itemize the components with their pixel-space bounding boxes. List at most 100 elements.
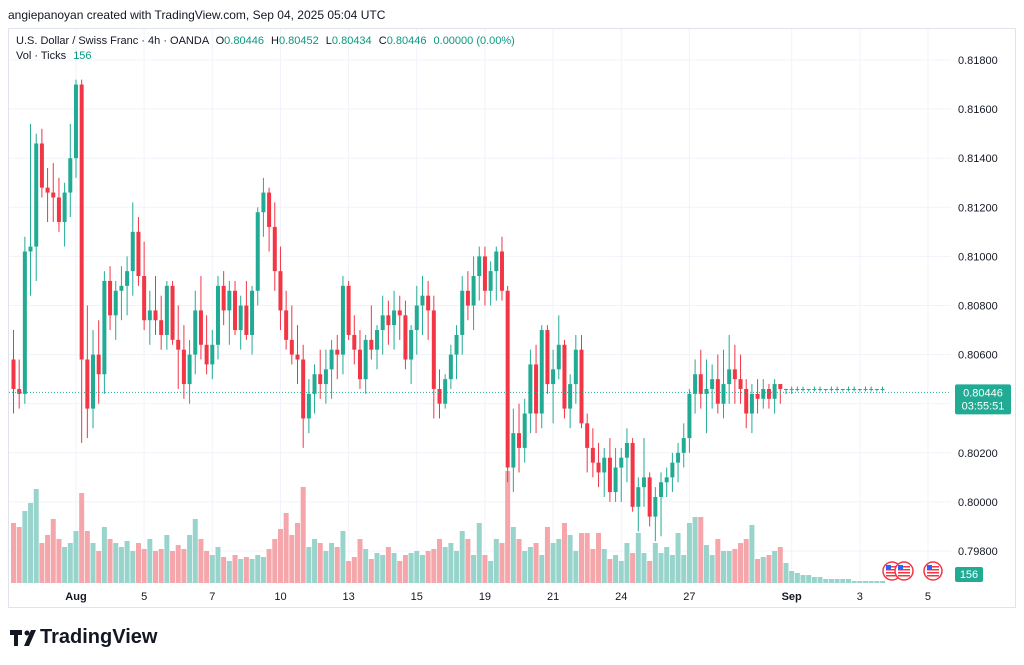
volume-bar xyxy=(698,517,704,583)
candle-body xyxy=(136,231,141,277)
candle-body xyxy=(147,310,152,321)
candle-body xyxy=(749,393,754,414)
volume-bar xyxy=(243,557,249,583)
candle-body xyxy=(443,379,448,404)
legend-volume-label: Vol · Ticks xyxy=(16,50,67,62)
candlesticks xyxy=(11,79,885,542)
volume-bar xyxy=(67,543,73,583)
candle-body xyxy=(727,369,732,385)
candle-body xyxy=(233,290,238,331)
tradingview-logo-icon xyxy=(10,629,36,646)
candle-body xyxy=(573,349,578,385)
candle-body xyxy=(670,462,675,478)
candle-body xyxy=(414,305,419,331)
volume-bar xyxy=(380,555,386,583)
candle-body xyxy=(437,388,442,404)
candle-body xyxy=(795,388,800,390)
volume-bar xyxy=(573,551,579,583)
volume-bar xyxy=(454,551,460,583)
candle-body xyxy=(789,388,794,390)
volume-bar xyxy=(101,527,107,583)
time-tick-label: 27 xyxy=(683,591,695,603)
legend-low-label: L xyxy=(325,35,332,47)
flag-stripe xyxy=(927,569,939,571)
volume-bar xyxy=(33,489,39,583)
volume-bar xyxy=(198,539,204,583)
volume-bar xyxy=(164,535,170,583)
volume-bar xyxy=(664,547,670,583)
volume-bar xyxy=(374,553,380,583)
volume-bar xyxy=(317,543,323,583)
volume-bar xyxy=(851,581,857,583)
candle-body xyxy=(499,251,504,291)
candle-body xyxy=(755,393,760,399)
volume-bar xyxy=(39,543,45,583)
last-price-badge xyxy=(955,384,1011,415)
candle-body xyxy=(761,388,766,399)
candle-body xyxy=(579,349,584,424)
volume-bar xyxy=(425,551,431,583)
chart-legend[interactable]: U.S. Dollar / Swiss Franc · 4h · OANDA O… xyxy=(16,34,515,64)
volume-bar xyxy=(351,557,357,583)
time-tick-label: Aug xyxy=(65,591,86,603)
volume-bar xyxy=(510,527,516,583)
candle-body xyxy=(73,84,78,159)
volume-bar xyxy=(613,555,619,583)
chart-frame[interactable] xyxy=(8,28,1016,608)
candle-body xyxy=(159,320,164,335)
candle-body xyxy=(687,393,692,439)
candle-body xyxy=(250,290,255,335)
flag-stripe xyxy=(886,566,898,568)
volume-bar xyxy=(550,543,556,583)
volume-bar xyxy=(874,581,880,583)
candle-body xyxy=(278,271,283,311)
tradingview-logo[interactable]: TradingView xyxy=(10,626,157,649)
volume-bar xyxy=(266,549,272,583)
candle-body xyxy=(39,143,44,188)
volume-bar xyxy=(238,559,244,583)
candle-body xyxy=(477,256,482,277)
volume-bar xyxy=(641,553,647,583)
flag-stripe xyxy=(898,569,910,571)
candle-body xyxy=(454,334,459,355)
candle-body xyxy=(17,388,22,394)
candle-body xyxy=(857,388,862,390)
candle-body xyxy=(596,462,601,473)
volume-bar xyxy=(329,543,335,583)
candle-body xyxy=(323,369,328,385)
candle-body xyxy=(494,251,499,272)
flag-stripe xyxy=(886,569,898,571)
candle-body xyxy=(267,192,272,227)
legend-open-label: O xyxy=(215,35,225,47)
candle-body xyxy=(375,330,380,350)
volume-bar xyxy=(158,549,164,583)
price-axis: 0.798000.800000.802000.804000.806000.808… xyxy=(958,55,998,558)
volume-bar xyxy=(482,555,488,583)
us-flag-icon xyxy=(894,561,914,581)
volume-bar xyxy=(840,579,846,583)
volume-bar xyxy=(448,543,454,583)
tradingview-wordmark: TradingView xyxy=(40,626,158,648)
candle-body xyxy=(335,349,340,355)
candle-body xyxy=(863,388,868,390)
candle-body xyxy=(306,393,311,419)
price-tick-label: 0.81400 xyxy=(958,153,998,165)
candle-body xyxy=(113,290,118,316)
us-flag-icon xyxy=(923,561,943,581)
time-tick-label: 7 xyxy=(209,591,215,603)
volume-bar xyxy=(226,561,232,583)
volume-bar xyxy=(260,557,266,583)
volume-bar xyxy=(113,543,119,583)
volume-bar xyxy=(811,577,817,583)
volume-bar xyxy=(96,551,102,583)
flag-ring xyxy=(923,561,943,581)
time-tick-label: 19 xyxy=(479,591,491,603)
volume-bar xyxy=(170,551,176,583)
candle-body xyxy=(619,457,624,468)
flag-stripe xyxy=(927,575,939,577)
volume-bar xyxy=(118,547,124,583)
candle-body xyxy=(874,388,879,390)
candle-body xyxy=(357,349,362,380)
candle-body xyxy=(818,388,823,390)
